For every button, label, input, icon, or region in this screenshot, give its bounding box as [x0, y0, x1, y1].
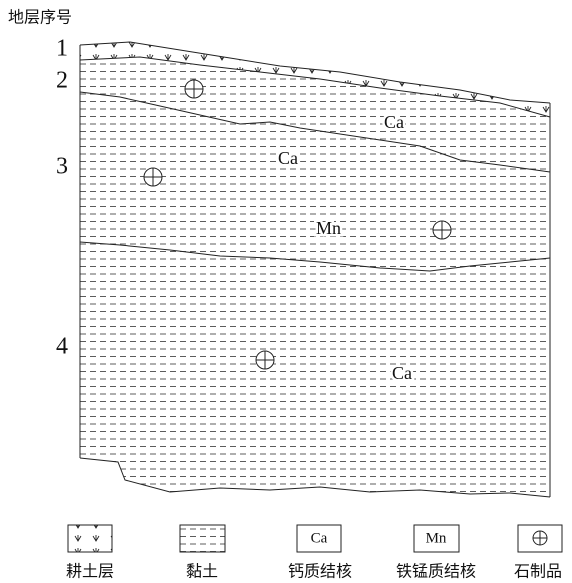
annotation: Ca [384, 112, 404, 132]
legend-artifact [533, 531, 547, 545]
artifact-symbol [433, 221, 451, 239]
artifact-symbol [185, 80, 203, 98]
legend-swatch [180, 525, 225, 552]
layer-number: 3 [56, 154, 68, 180]
annotation: Mn [316, 218, 341, 238]
profile [80, 40, 550, 500]
artifact-symbol [144, 168, 162, 186]
stratigraphic-diagram: 地层序号 1 2 3 4 Ca Ca Mn Ca Ca Mn 耕土层 黏土 钙质… [0, 0, 572, 583]
layer-number: 2 [56, 68, 68, 94]
artifact-symbol [256, 351, 274, 369]
layer-number: 4 [56, 334, 68, 360]
legend-label: 黏土 [186, 562, 218, 581]
header-title: 地层序号 [8, 8, 72, 27]
legend-label: 耕土层 [66, 562, 114, 581]
legend-swatch [68, 525, 112, 552]
clay-fill [80, 40, 550, 500]
legend-symbol: Ca [311, 530, 328, 546]
legend: Ca Mn 耕土层 黏土 钙质结核 铁锰质结核 石制品 [66, 525, 562, 581]
layer-number: 1 [56, 36, 68, 62]
legend-label: 钙质结核 [288, 562, 352, 581]
legend-label: 铁锰质结核 [396, 562, 476, 581]
legend-label: 石制品 [514, 562, 562, 581]
legend-symbol: Mn [426, 530, 447, 546]
annotation: Ca [278, 148, 298, 168]
annotation: Ca [392, 363, 412, 383]
